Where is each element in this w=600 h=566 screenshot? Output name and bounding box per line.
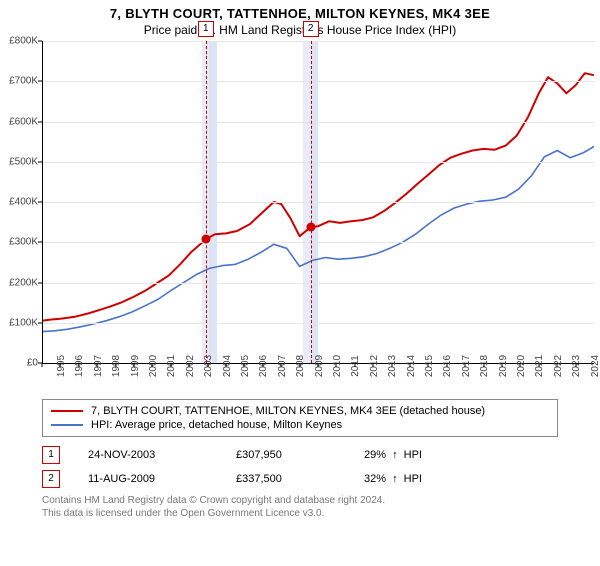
sale-date: 24-NOV-2003 [88,449,208,461]
xtick-label: 2024 [576,355,600,377]
sale-price: £307,950 [236,449,336,461]
gridline-h [42,162,594,163]
sale-dot [201,235,210,244]
gridline-h [42,323,594,324]
sale-price: £337,500 [236,473,336,485]
gridline-h [42,283,594,284]
chart-legend: 7, BLYTH COURT, TATTENHOE, MILTON KEYNES… [42,399,558,437]
ytick-label: £700K [9,76,38,87]
ytick-label: £300K [9,237,38,248]
ytick-label: £0 [27,358,38,369]
sales-table: 1 24-NOV-2003 £307,950 29% HPI 2 11-AUG-2009 £… [42,443,558,491]
event-vline [206,41,207,363]
event-marker-box: 2 [303,21,319,37]
sale-hpi-delta: 29% HPI [364,449,558,461]
gridline-h [42,202,594,203]
gridline-h [42,122,594,123]
ytick-label: £500K [9,156,38,167]
sale-marker: 1 [42,446,60,464]
legend-row: HPI: Average price, detached house, Milt… [51,418,549,432]
arrow-up-icon [389,449,401,461]
footnotes: Contains HM Land Registry data © Crown c… [42,494,558,520]
footnote-line: Contains HM Land Registry data © Crown c… [42,494,558,507]
sale-date: 11-AUG-2009 [88,473,208,485]
ytick-label: £400K [9,197,38,208]
sale-row: 1 24-NOV-2003 £307,950 29% HPI [42,443,558,467]
sale-marker: 2 [42,470,60,488]
arrow-up-icon [389,473,401,485]
y-axis-line [42,41,43,363]
legend-swatch [51,410,83,412]
chart-container: 7, BLYTH COURT, TATTENHOE, MILTON KEYNES… [0,6,600,566]
legend-row: 7, BLYTH COURT, TATTENHOE, MILTON KEYNES… [51,404,549,418]
gridline-h [42,81,594,82]
sale-dot [306,223,315,232]
chart-title: 7, BLYTH COURT, TATTENHOE, MILTON KEYNES… [0,6,600,21]
gridline-h [42,41,594,42]
legend-swatch [51,424,83,426]
series-property_price [42,73,594,321]
sale-row: 2 11-AUG-2009 £337,500 32% HPI [42,467,558,491]
gridline-h [42,242,594,243]
ytick-label: £600K [9,116,38,127]
sale-hpi-delta: 32% HPI [364,473,558,485]
ytick-label: £200K [9,277,38,288]
footnote-line: This data is licensed under the Open Gov… [42,507,558,520]
event-marker-box: 1 [198,21,214,37]
event-vline [311,41,312,363]
ytick-label: £100K [9,317,38,328]
series-hpi [42,147,594,332]
legend-label: 7, BLYTH COURT, TATTENHOE, MILTON KEYNES… [91,405,485,417]
legend-label: HPI: Average price, detached house, Milt… [91,419,342,431]
price-chart: £0£100K£200K£300K£400K£500K£600K£700K£80… [42,41,594,363]
ytick-label: £800K [9,36,38,47]
chart-subtitle: Price paid vs. HM Land Registry's House … [0,23,600,37]
